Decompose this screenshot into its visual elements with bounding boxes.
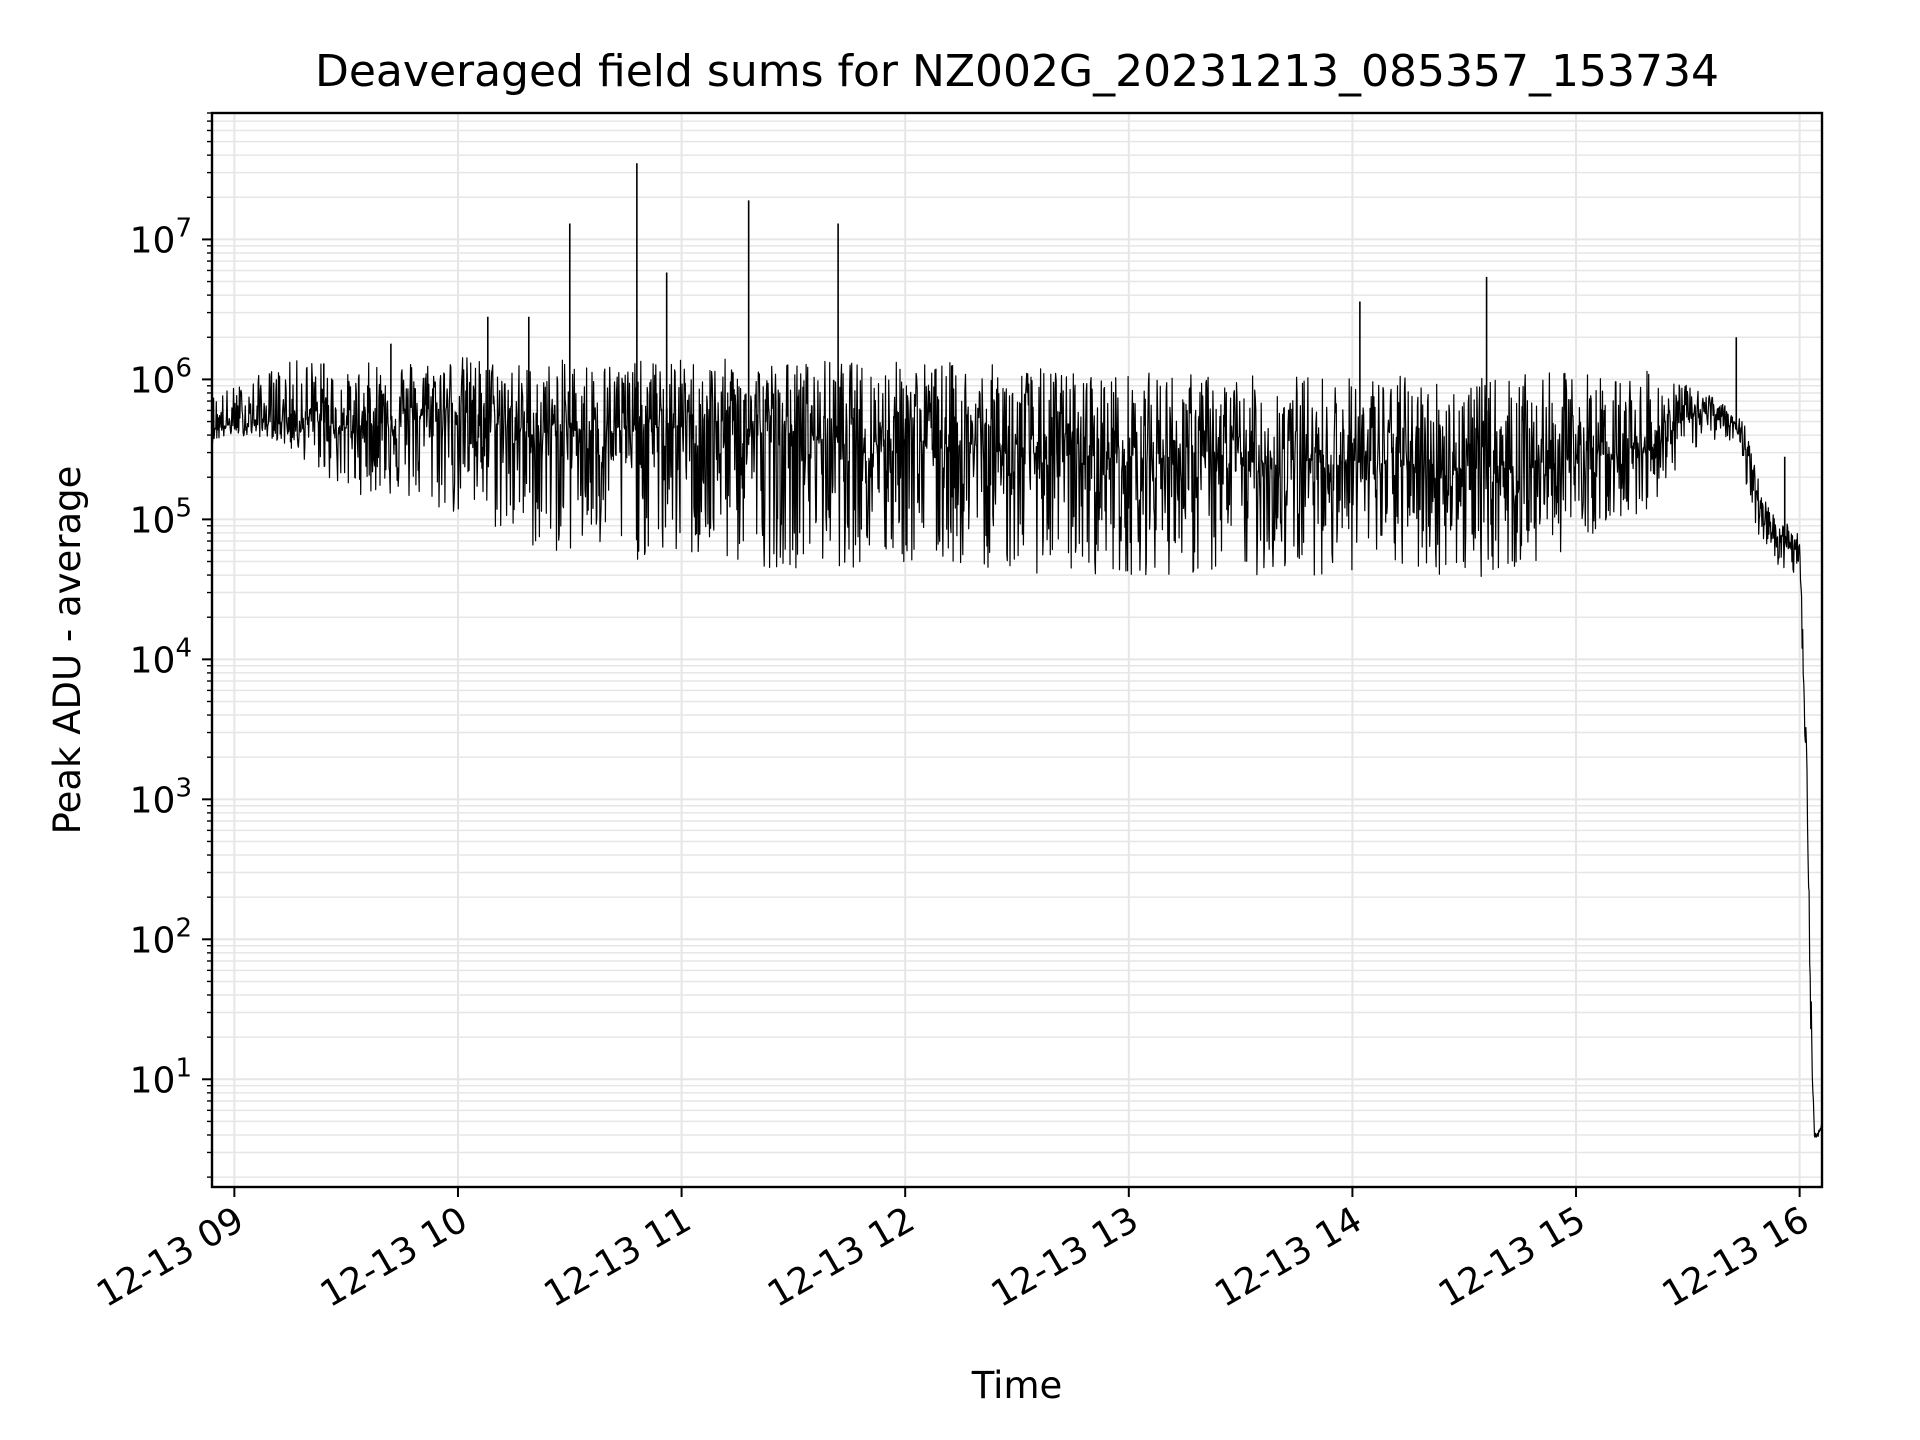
x-axis-label: Time	[971, 1364, 1063, 1407]
y-tick-label: 101	[130, 1053, 192, 1101]
plot-frame	[210, 111, 1824, 1189]
y-tick-label: 103	[130, 773, 192, 821]
series-layer	[211, 163, 1823, 1138]
y-tick-label: 104	[130, 633, 192, 681]
y-tick-label: 107	[130, 213, 192, 261]
series-line	[211, 357, 1823, 1138]
y-axis-label: Peak ADU - average	[46, 466, 89, 835]
chart-title: Deaveraged field sums for NZ002G_2023121…	[315, 46, 1719, 97]
y-tick-label: 105	[130, 493, 192, 541]
y-tick-label: 106	[130, 353, 192, 401]
grid-layer	[212, 112, 1822, 1187]
y-tick-label: 102	[130, 913, 192, 961]
